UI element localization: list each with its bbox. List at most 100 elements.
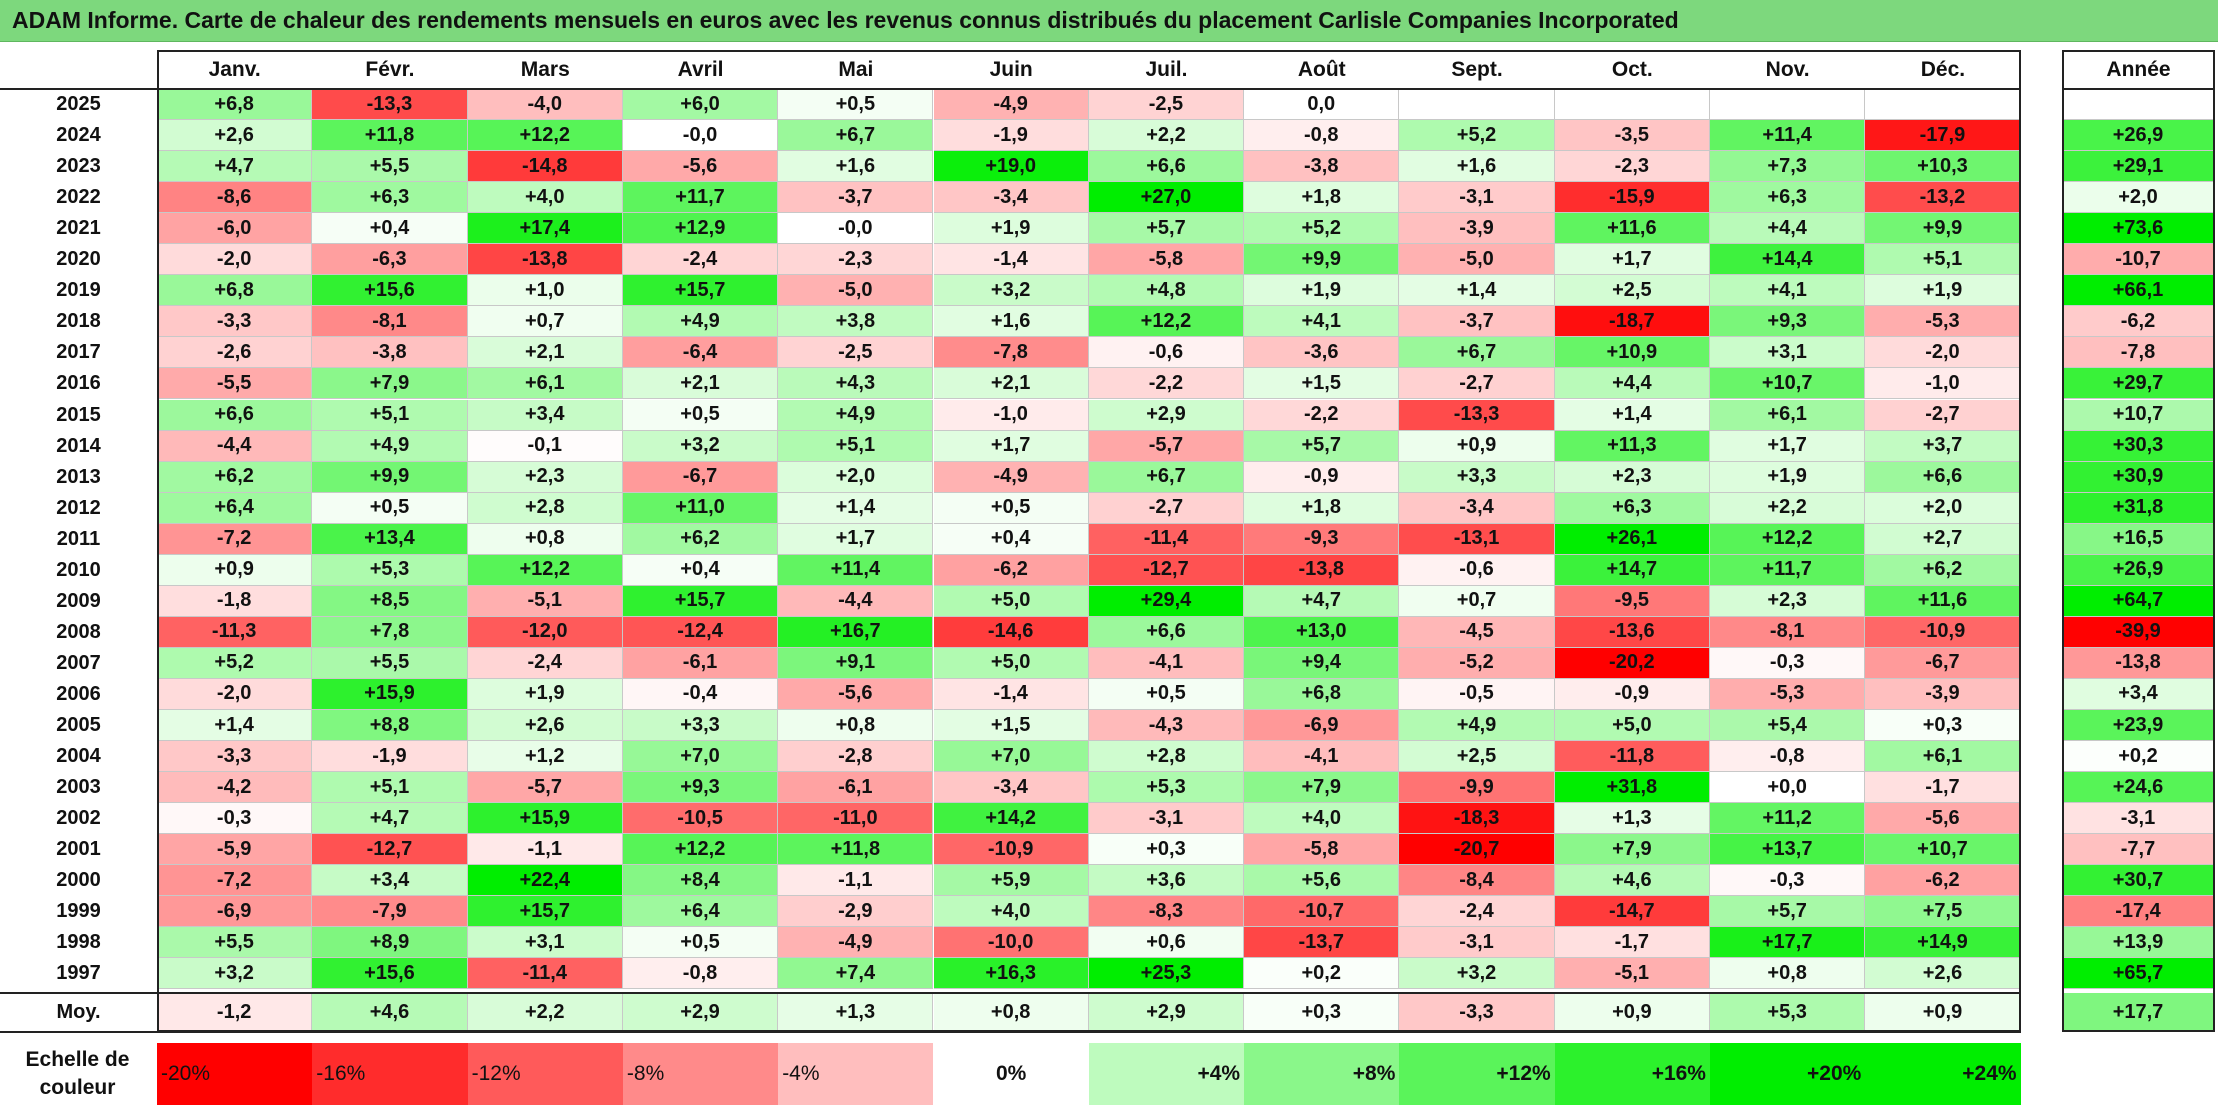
heatmap-cell: +13,4 xyxy=(312,523,468,555)
heatmap-cell: -12,4 xyxy=(622,616,779,648)
heatmap-cell: +2,1 xyxy=(933,368,1089,400)
year-label: 2004 xyxy=(56,745,101,768)
year-label: 1999 xyxy=(56,900,101,923)
annual-cell: +23,9 xyxy=(2062,710,2215,742)
heatmap-cell: +0,3 xyxy=(1865,710,2021,742)
heatmap-cell: +6,2 xyxy=(1865,554,2021,586)
heatmap-cell: +1,9 xyxy=(1710,461,1866,493)
heatmap-cell: +4,0 xyxy=(1244,803,1400,835)
heatmap-cell: +25,3 xyxy=(1088,958,1245,990)
heatmap-cell: +5,7 xyxy=(1244,430,1400,462)
average-rule xyxy=(0,992,2021,995)
heatmap-cell: +2,1 xyxy=(467,337,623,369)
heatmap-cell: +1,4 xyxy=(778,492,934,524)
heatmap-cell: +11,7 xyxy=(622,182,779,214)
annual-cell: +65,7 xyxy=(2062,958,2215,990)
heatmap-cell: -5,6 xyxy=(1865,803,2021,835)
heatmap-cell: +1,9 xyxy=(1865,275,2021,307)
heatmap-cell: +6,4 xyxy=(157,492,313,524)
heatmap-cell: +6,6 xyxy=(157,399,313,431)
heatmap-cell: +1,6 xyxy=(933,306,1089,338)
year-label: 1998 xyxy=(56,931,101,954)
heatmap-cell: +11,2 xyxy=(1710,803,1866,835)
year-label: 2011 xyxy=(56,527,101,550)
heatmap-cell: +11,4 xyxy=(778,554,934,586)
heatmap-cell: +15,7 xyxy=(622,275,779,307)
heatmap-cell: +5,1 xyxy=(1865,244,2021,276)
heatmap-cell: +0,0 xyxy=(1710,772,1866,804)
heatmap-cell: +0,9 xyxy=(1399,430,1555,462)
header-rule xyxy=(0,88,2021,90)
heatmap-cell: +3,4 xyxy=(312,865,468,897)
heatmap-cell: +6,7 xyxy=(1088,461,1245,493)
heatmap-cell: -4,9 xyxy=(778,927,934,959)
heatmap-cell: +1,0 xyxy=(467,275,623,307)
heatmap-cell: -2,7 xyxy=(1399,368,1555,400)
heatmap-cell: +0,8 xyxy=(1710,958,1866,990)
heatmap-cell: +15,6 xyxy=(312,275,468,307)
month-header: Juil. xyxy=(1145,57,1188,81)
annual-cell: +29,1 xyxy=(2062,151,2215,183)
heatmap-cell: +6,1 xyxy=(467,368,623,400)
heatmap-cell: +4,9 xyxy=(1399,710,1555,742)
year-label: 2008 xyxy=(56,620,101,643)
heatmap-cell: -13,3 xyxy=(1399,399,1555,431)
annual-header: Année xyxy=(2106,57,2171,81)
heatmap-cell: +5,1 xyxy=(312,772,468,804)
heatmap-cell: -1,1 xyxy=(467,834,623,866)
heatmap-cell: +6,8 xyxy=(157,275,313,307)
average-cell: +5,3 xyxy=(1710,993,1866,1033)
heatmap-cell: -1,9 xyxy=(933,120,1089,152)
heatmap-cell: -9,3 xyxy=(1244,523,1400,555)
heatmap-cell: -2,5 xyxy=(778,337,934,369)
heatmap-cell: -7,2 xyxy=(157,523,313,555)
heatmap-cell: -14,6 xyxy=(933,616,1089,648)
average-cell: -3,3 xyxy=(1399,993,1555,1033)
heatmap-cell: +2,8 xyxy=(1088,741,1245,773)
heatmap-cell: -14,7 xyxy=(1554,896,1710,928)
year-label: 2000 xyxy=(56,869,101,892)
annual-cell: +26,9 xyxy=(2062,120,2215,152)
annual-header-rule xyxy=(2062,88,2215,90)
heatmap-cell: -8,1 xyxy=(1710,616,1866,648)
heatmap-cell: +2,0 xyxy=(1865,492,2021,524)
heatmap-cell: +1,9 xyxy=(1244,275,1400,307)
heatmap-cell: +11,4 xyxy=(1710,120,1866,152)
heatmap-cell: -4,9 xyxy=(933,461,1089,493)
heatmap-cell: +10,3 xyxy=(1865,151,2021,183)
heatmap-cell: -13,6 xyxy=(1554,616,1710,648)
annual-cell: +24,6 xyxy=(2062,772,2215,804)
month-header: Mai xyxy=(838,57,874,81)
annual-cell: +3,4 xyxy=(2062,678,2215,710)
heatmap-cell: -5,9 xyxy=(157,834,313,866)
heatmap-cell: +10,9 xyxy=(1554,337,1710,369)
year-label: 2024 xyxy=(56,124,101,147)
heatmap-cell: +10,7 xyxy=(1710,368,1866,400)
heatmap-cell: +6,7 xyxy=(778,120,934,152)
heatmap-cell: +6,1 xyxy=(1865,741,2021,773)
heatmap-cell: -0,3 xyxy=(1710,865,1866,897)
heatmap-cell: +6,7 xyxy=(1399,337,1555,369)
heatmap-cell: +7,9 xyxy=(1554,834,1710,866)
color-scale-swatch: -12% xyxy=(467,1043,623,1105)
heatmap-cell: +4,0 xyxy=(467,182,623,214)
heatmap-cell: +29,4 xyxy=(1088,585,1245,617)
heatmap-cell: +8,4 xyxy=(622,865,779,897)
heatmap-cell: +1,9 xyxy=(467,678,623,710)
month-header: Déc. xyxy=(1920,57,1966,81)
heatmap-cell: -5,3 xyxy=(1865,306,2021,338)
heatmap-cell: +11,8 xyxy=(312,120,468,152)
heatmap-cell: -0,6 xyxy=(1399,554,1555,586)
heatmap-cell: +0,8 xyxy=(467,523,623,555)
heatmap-cell: -18,7 xyxy=(1554,306,1710,338)
annual-cell: +0,2 xyxy=(2062,741,2215,773)
heatmap-cell: +7,8 xyxy=(312,616,468,648)
year-label: 1997 xyxy=(56,962,101,985)
heatmap-cell: +9,4 xyxy=(1244,647,1400,679)
heatmap-cell: +5,4 xyxy=(1710,710,1866,742)
heatmap-cell: -11,4 xyxy=(1088,523,1245,555)
heatmap-cell: +9,1 xyxy=(778,647,934,679)
heatmap-cell xyxy=(1399,89,1555,121)
heatmap-cell: +4,3 xyxy=(778,368,934,400)
heatmap-cell: -11,4 xyxy=(467,958,623,990)
